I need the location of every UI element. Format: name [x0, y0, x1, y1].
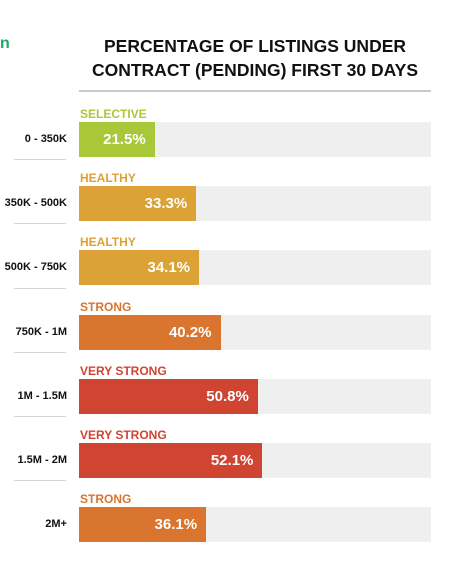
rating-label: STRONG [80, 492, 132, 506]
category-label: 1M - 1.5M [17, 390, 67, 402]
bar-value-label: 33.3% [144, 194, 188, 212]
category-label: 500K - 750K [4, 261, 67, 273]
bar-value-label: 40.2% [168, 323, 212, 341]
chart-title-line-2: CONTRACT (PENDING) FIRST 30 DAYS [91, 60, 419, 80]
category-label: 0 - 350K [24, 133, 67, 145]
category-label: 1.5M - 2M [17, 454, 67, 466]
rating-label: STRONG [80, 300, 132, 314]
bar-track: 21.5% [79, 122, 431, 157]
category-label: 350K - 500K [4, 197, 67, 209]
row-separator [14, 352, 66, 353]
category-label: 2M+ [45, 518, 67, 530]
title-rule [79, 90, 431, 92]
bar-track: 36.1% [79, 507, 431, 542]
bar-value-label: 52.1% [210, 451, 254, 469]
bar: 40.2% [79, 315, 221, 350]
bar: 21.5% [79, 122, 155, 157]
bar-value-label: 21.5% [103, 130, 146, 148]
rating-label: HEALTHY [80, 171, 136, 185]
bar-track: 34.1% [79, 250, 431, 285]
chart-title: PERCENTAGE OF LISTINGS UNDER CONTRACT (P… [66, 34, 444, 82]
bar-track: 50.8% [79, 379, 431, 414]
bar-value-label: 50.8% [206, 387, 249, 405]
bar-value-label: 36.1% [154, 515, 198, 533]
row-separator [14, 288, 66, 289]
bar-track: 33.3% [79, 186, 431, 221]
bar: 52.1% [79, 443, 263, 478]
row-separator [14, 416, 66, 417]
row-separator [14, 223, 66, 224]
rating-label: VERY STRONG [80, 364, 167, 378]
corner-text: n [0, 35, 10, 52]
bar: 36.1% [79, 507, 207, 542]
rating-label: HEALTHY [80, 235, 136, 249]
bar: 33.3% [79, 186, 197, 221]
row-separator [14, 480, 66, 481]
rating-label: SELECTIVE [80, 107, 147, 121]
chart-title-line-1: PERCENTAGE OF LISTINGS UNDER [103, 36, 407, 56]
row-separator [14, 159, 66, 160]
bar: 34.1% [79, 250, 200, 285]
category-label: 750K - 1M [15, 326, 67, 338]
bar-track: 40.2% [79, 315, 431, 350]
bar-value-label: 34.1% [147, 258, 191, 276]
rating-label: VERY STRONG [80, 428, 167, 442]
bar: 50.8% [79, 379, 258, 414]
bar-track: 52.1% [79, 443, 431, 478]
